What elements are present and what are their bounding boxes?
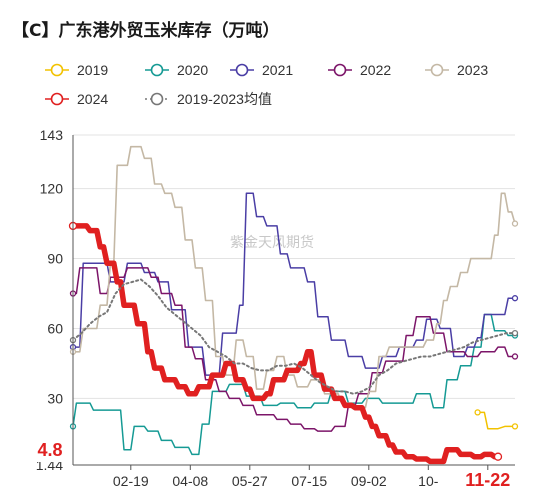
legend-swatch-marker	[430, 63, 444, 77]
series-line-2019-2023均值	[72, 278, 516, 395]
series-point	[511, 220, 519, 227]
series-line-2021	[72, 192, 516, 376]
legend-swatch-marker	[50, 92, 64, 106]
grid-lines	[73, 134, 515, 399]
legend-swatch-marker	[235, 63, 249, 77]
chart-title: 【C】广东港外贸玉米库存（万吨）	[12, 20, 279, 41]
x-tick-label: 10-	[418, 473, 439, 489]
y-tick-label: 60	[47, 320, 63, 336]
x-tick-label: 04-08	[172, 473, 208, 489]
x-tick-label-highlight: 11-22	[465, 470, 510, 490]
legend-swatch-marker	[50, 63, 64, 77]
series-point	[511, 353, 519, 360]
legend-label: 2019-2023均值	[177, 91, 272, 107]
y-tick-label: 30	[47, 390, 63, 406]
legend-swatch-marker	[333, 63, 347, 77]
legend: 2019 2020 2021 2022 2023 2024 2019-2023均值	[45, 62, 488, 107]
start-value-box	[32, 438, 68, 462]
y-tick-label: 143	[40, 127, 64, 143]
x-tick-label: 05-27	[232, 473, 268, 489]
legend-swatch-marker	[150, 92, 164, 106]
series-point	[493, 452, 503, 461]
legend-label: 2020	[177, 62, 208, 78]
x-tick-label: 09-02	[351, 473, 387, 489]
series-line-2019	[476, 411, 516, 430]
series-point	[474, 409, 481, 416]
x-tick-label: 02-19	[113, 473, 149, 489]
series-point	[511, 329, 519, 337]
series-line-2022	[72, 267, 516, 432]
series-group	[68, 145, 519, 465]
legend-label: 2024	[77, 91, 108, 107]
x-tick-label: 07-15	[291, 473, 327, 489]
legend-swatch-marker	[150, 63, 164, 77]
y-tick-label: 120	[40, 181, 64, 197]
start-value-label: 4.8	[37, 440, 62, 460]
series-point	[511, 295, 519, 302]
legend-label: 2023	[457, 62, 488, 78]
series-line-2024	[70, 223, 501, 465]
legend-label: 2019	[77, 62, 108, 78]
watermark: 紫金天风期货	[230, 234, 314, 251]
y-tick-label: 90	[47, 251, 63, 267]
series-point	[511, 423, 519, 430]
series-line-2020	[72, 313, 516, 456]
legend-label: 2021	[262, 62, 293, 78]
legend-label: 2022	[360, 62, 391, 78]
